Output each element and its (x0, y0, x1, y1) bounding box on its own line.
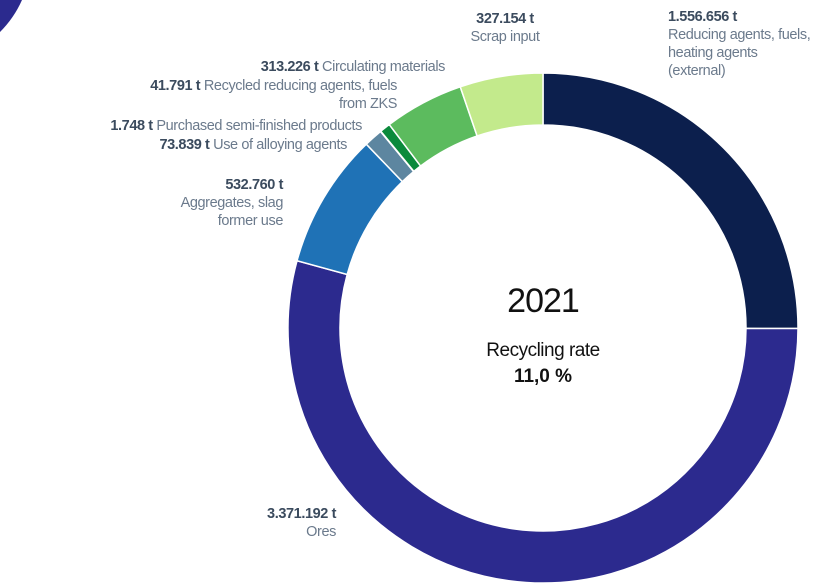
decoration (0, 0, 22, 32)
value-label: 327.154 t (476, 11, 534, 27)
value-label: 1.748 t (110, 118, 153, 134)
category-label: Recycled reducing agents, fuels from ZKS (203, 78, 398, 112)
value-label: 313.226 t (260, 59, 319, 75)
slice-label: 327.154 t Scrap input (430, 10, 580, 46)
slice-label: 1.556.656 t Reducing agents, fuels, heati… (668, 8, 813, 80)
center-label: Recycling rate (486, 340, 600, 361)
slice-label: 73.839 t Use of alloying agents (47, 136, 347, 154)
value-label: 1.556.656 t (668, 9, 737, 25)
slice (459, 72, 544, 137)
center-year: 2021 (507, 282, 580, 320)
category-label: Aggregates, slag former use (180, 195, 284, 229)
center-value: 11,0 % (513, 366, 573, 387)
value-label: 73.839 t (159, 137, 210, 153)
value-label: 3.371.192 t (267, 506, 336, 522)
value-label: 41.791 t (150, 78, 201, 94)
slice (287, 259, 799, 583)
slice-label: 532.760 t Aggregates, slag former use (171, 176, 284, 230)
value-label: 532.760 t (225, 177, 283, 193)
category-label: Ores (306, 524, 336, 540)
slice-label: 313.226 t Circulating materials (45, 58, 446, 76)
category-label: Purchased semi-finished products (156, 118, 362, 134)
category-label: Scrap input (470, 29, 540, 45)
category-label: Use of alloying agents (213, 137, 347, 153)
slice-label: 1.748 t Purchased semi-finished products (0, 117, 362, 135)
slice-label: 3.371.192 t Ores (136, 505, 336, 541)
category-label: Reducing agents, fuels, heating agents (… (668, 27, 811, 79)
category-label: Circulating materials (322, 59, 445, 75)
slice-label: 41.791 t Recycled reducing agents, fuels… (139, 77, 397, 113)
